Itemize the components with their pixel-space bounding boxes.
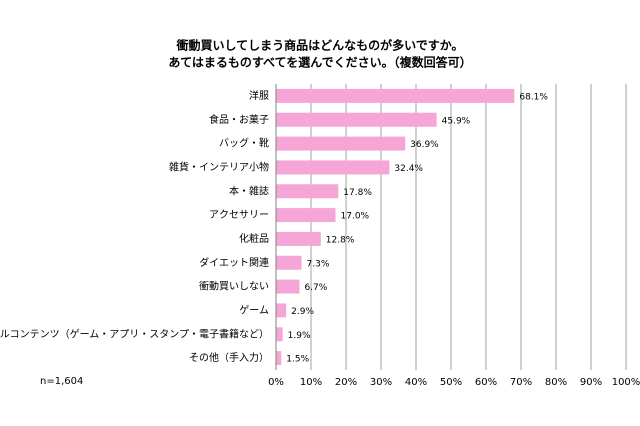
chart-subtitle: あてはまるものすべてを選んでください。（複数回答可）	[168, 55, 471, 70]
x-tick-label: 70%	[510, 377, 532, 388]
x-tick-label: 20%	[335, 377, 357, 388]
y-tick-label: 衝動買いしない	[199, 280, 269, 293]
value-label: 6.7%	[304, 283, 327, 293]
x-tick-label: 80%	[545, 377, 567, 388]
value-label: 1.9%	[288, 331, 311, 341]
annotation: n=1,604	[40, 376, 83, 387]
x-tick-label: 40%	[405, 377, 427, 388]
bar	[276, 208, 336, 223]
y-tick-label: デジタルコンテンツ（ゲーム・アプリ・スタンプ・電子書籍など）	[0, 327, 269, 340]
value-label: 17.8%	[343, 188, 372, 198]
x-tick-label: 0%	[268, 377, 284, 388]
y-tick-label: ダイエット関連	[199, 256, 269, 269]
value-label: 36.9%	[410, 140, 439, 150]
y-tick-label: 化粧品	[239, 232, 269, 245]
value-label: 1.5%	[286, 355, 309, 365]
bar	[276, 255, 302, 270]
x-tick-label: 90%	[580, 377, 602, 388]
x-tick-label: 100%	[612, 377, 640, 388]
value-label: 2.9%	[291, 307, 314, 317]
value-label: 12.8%	[326, 235, 355, 245]
bar	[276, 136, 406, 151]
y-tick-label: バッグ・靴	[219, 137, 269, 150]
value-label: 7.3%	[307, 259, 330, 269]
bar	[276, 88, 515, 103]
bar	[276, 327, 283, 342]
bar	[276, 279, 300, 294]
x-tick-label: 50%	[440, 377, 462, 388]
bar	[276, 184, 339, 199]
value-label: 68.1%	[519, 92, 548, 102]
chart-title: 衝動買いしてしまう商品はどんなものが多いですか。	[175, 38, 463, 53]
bar	[276, 160, 390, 175]
y-tick-label: 洋服	[249, 89, 269, 102]
bar	[276, 112, 437, 127]
y-tick-label: 本・雑誌	[229, 184, 269, 197]
x-tick-label: 30%	[370, 377, 392, 388]
x-tick-label: 10%	[300, 377, 322, 388]
y-tick-label: アクセサリー	[209, 209, 269, 221]
y-tick-label: その他（手入力）	[189, 351, 269, 364]
x-tick-label: 60%	[475, 377, 497, 388]
bar	[276, 351, 282, 366]
value-label: 45.9%	[442, 116, 471, 126]
y-tick-label: 食品・お菓子	[209, 113, 269, 126]
bar	[276, 231, 321, 246]
value-label: 32.4%	[394, 164, 423, 174]
value-label: 17.0%	[341, 212, 370, 222]
y-tick-label: ゲーム	[239, 304, 269, 316]
bar	[276, 303, 287, 318]
y-tick-label: 雑貨・インテリア小物	[169, 160, 269, 173]
